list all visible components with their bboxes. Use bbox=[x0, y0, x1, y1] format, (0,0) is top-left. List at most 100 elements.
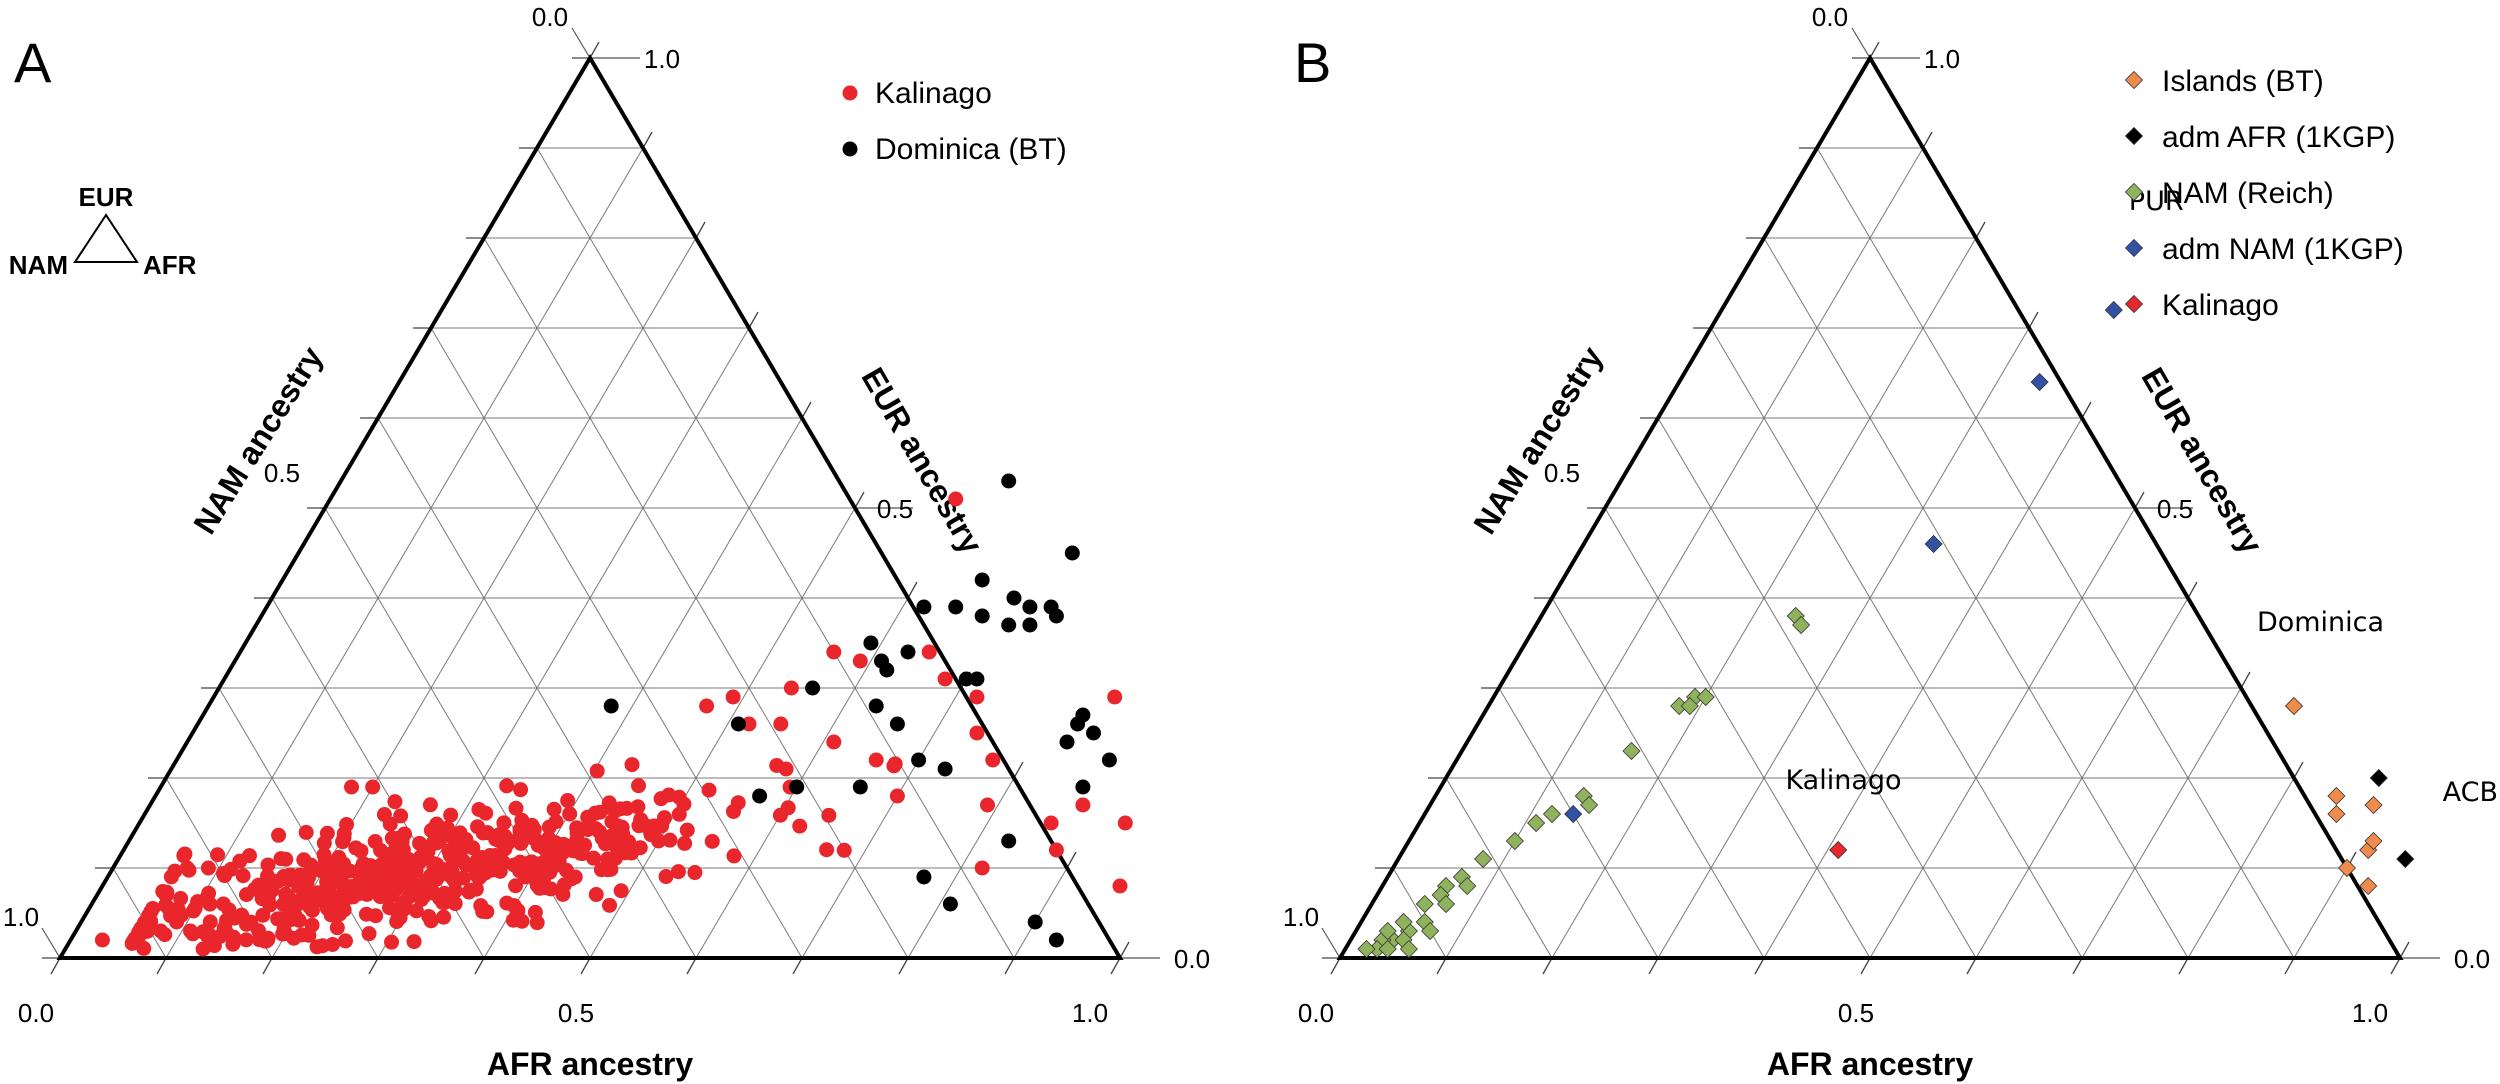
kalinago-point bbox=[478, 805, 494, 821]
nam-reich-point bbox=[1542, 804, 1562, 824]
kalinago-point bbox=[574, 846, 590, 862]
kalinago-point bbox=[238, 887, 254, 903]
kalinago-point bbox=[424, 883, 440, 899]
kalinago-point bbox=[396, 826, 412, 842]
legend-label: Dominica (BT) bbox=[875, 133, 1067, 166]
kalinago-point bbox=[725, 803, 741, 819]
gridline bbox=[2081, 687, 2242, 959]
tick-mark bbox=[156, 957, 167, 975]
adm-nam-1kgp-point bbox=[1924, 534, 1943, 554]
kalinago-point bbox=[704, 833, 720, 849]
kalinago-point bbox=[630, 799, 646, 815]
adm-afr-1kgp-point bbox=[2369, 768, 2388, 788]
kalinago-point bbox=[532, 880, 548, 896]
dominica-point bbox=[789, 779, 805, 795]
kalinago-point bbox=[505, 912, 521, 928]
tick-mark bbox=[2284, 957, 2295, 975]
kalinago-point bbox=[499, 778, 515, 794]
kalinago-point bbox=[329, 920, 345, 936]
kalinago-point bbox=[361, 926, 377, 942]
kalinago-point bbox=[276, 921, 292, 937]
kalinago-point bbox=[499, 836, 515, 852]
kalinago-point bbox=[547, 858, 563, 874]
kalinago-point bbox=[273, 851, 289, 867]
kalinago-point bbox=[276, 869, 292, 885]
kalinago-point bbox=[836, 842, 852, 858]
kalinago-point bbox=[948, 491, 964, 507]
tick-mark bbox=[1922, 131, 1933, 149]
adm-nam-1kgp-point bbox=[1564, 804, 1583, 824]
kalinago-point bbox=[921, 644, 937, 660]
kalinago-point bbox=[254, 885, 270, 901]
kalinago-point bbox=[470, 819, 486, 835]
kalinago-point bbox=[206, 938, 222, 954]
kalinago-point bbox=[670, 864, 686, 880]
gridline bbox=[1816, 147, 2295, 959]
kalinago-point bbox=[299, 875, 315, 891]
tick-mark bbox=[748, 311, 759, 329]
tick-mark bbox=[642, 131, 653, 149]
panel-a-ternary-plot: 0.0 0.5 1.0 0.0 0.5 1.0 1.0 0.5 0.0 AFR ancestry N… bbox=[3, 2, 1210, 1082]
tick-mark bbox=[1013, 761, 1024, 779]
gridline bbox=[2187, 777, 2295, 959]
kalinago-point bbox=[153, 923, 169, 939]
nam-reich-point bbox=[1357, 939, 1376, 959]
kalinago-point bbox=[217, 920, 233, 936]
dominica-point bbox=[1027, 914, 1043, 930]
kalinago-point bbox=[315, 938, 331, 954]
kalinago-point bbox=[852, 653, 868, 669]
kalinago-point bbox=[365, 779, 381, 795]
nam-reich-point bbox=[1394, 912, 1413, 932]
gridline bbox=[377, 327, 750, 959]
kalinago-point bbox=[780, 800, 796, 816]
tick-mark bbox=[589, 41, 600, 59]
kalinago-point bbox=[541, 819, 557, 835]
dominica-point bbox=[911, 752, 927, 768]
nam-reich-point bbox=[1436, 894, 1456, 914]
kalinago-point bbox=[980, 797, 995, 813]
kalinago-point bbox=[179, 860, 195, 876]
kalinago-point bbox=[255, 907, 271, 923]
kalinago-point bbox=[169, 914, 185, 930]
tick-mark bbox=[50, 957, 61, 975]
panel-b-grid bbox=[1392, 147, 2348, 959]
kalinago-point bbox=[456, 870, 472, 886]
kalinago-point bbox=[429, 816, 445, 832]
nam-reich-point bbox=[1505, 831, 1524, 851]
panel-a-legend: Kalinago Dominica (BT) bbox=[842, 77, 1067, 166]
legend-marker bbox=[842, 141, 858, 157]
kalinago-point bbox=[436, 895, 452, 911]
kalinago-point bbox=[725, 689, 741, 705]
kalinago-point bbox=[201, 926, 217, 942]
tick-mark bbox=[41, 927, 61, 959]
islands-bt-point bbox=[2327, 786, 2346, 806]
kalinago-point bbox=[300, 888, 316, 904]
legend-label: Islands (BT) bbox=[2162, 65, 2324, 98]
tick-mark bbox=[1648, 957, 1659, 975]
kalinago-point bbox=[408, 903, 424, 919]
dominica-point bbox=[916, 599, 932, 615]
kalinago-point bbox=[887, 756, 903, 772]
panel-b-left-tick-label: 0.5 bbox=[1544, 458, 1580, 488]
gridline bbox=[165, 147, 644, 959]
panel-b-bottom-axis-title: AFR ancestry bbox=[1767, 1046, 1974, 1082]
kalinago-point bbox=[447, 896, 463, 912]
kalinago-point bbox=[588, 887, 604, 903]
kalinago-point bbox=[495, 854, 511, 870]
gridline bbox=[1498, 687, 1659, 959]
kalinago-point bbox=[391, 866, 407, 882]
dominica-point bbox=[969, 671, 985, 687]
key-top-label: EUR bbox=[79, 182, 134, 212]
panel-a-points bbox=[94, 473, 1133, 957]
dominica-point bbox=[1022, 599, 1038, 615]
panel-a-left-axis-title: NAM ancestry bbox=[186, 340, 330, 540]
kalinago-point bbox=[726, 848, 742, 864]
kalinago-point bbox=[159, 884, 175, 900]
panel-b-left-axis-title: NAM ancestry bbox=[1466, 340, 1610, 540]
tick-mark bbox=[792, 957, 803, 975]
tick-mark bbox=[1975, 221, 1986, 239]
nam-reich-point bbox=[1378, 921, 1397, 941]
tick-mark bbox=[907, 581, 918, 599]
kalinago-point bbox=[508, 800, 524, 816]
